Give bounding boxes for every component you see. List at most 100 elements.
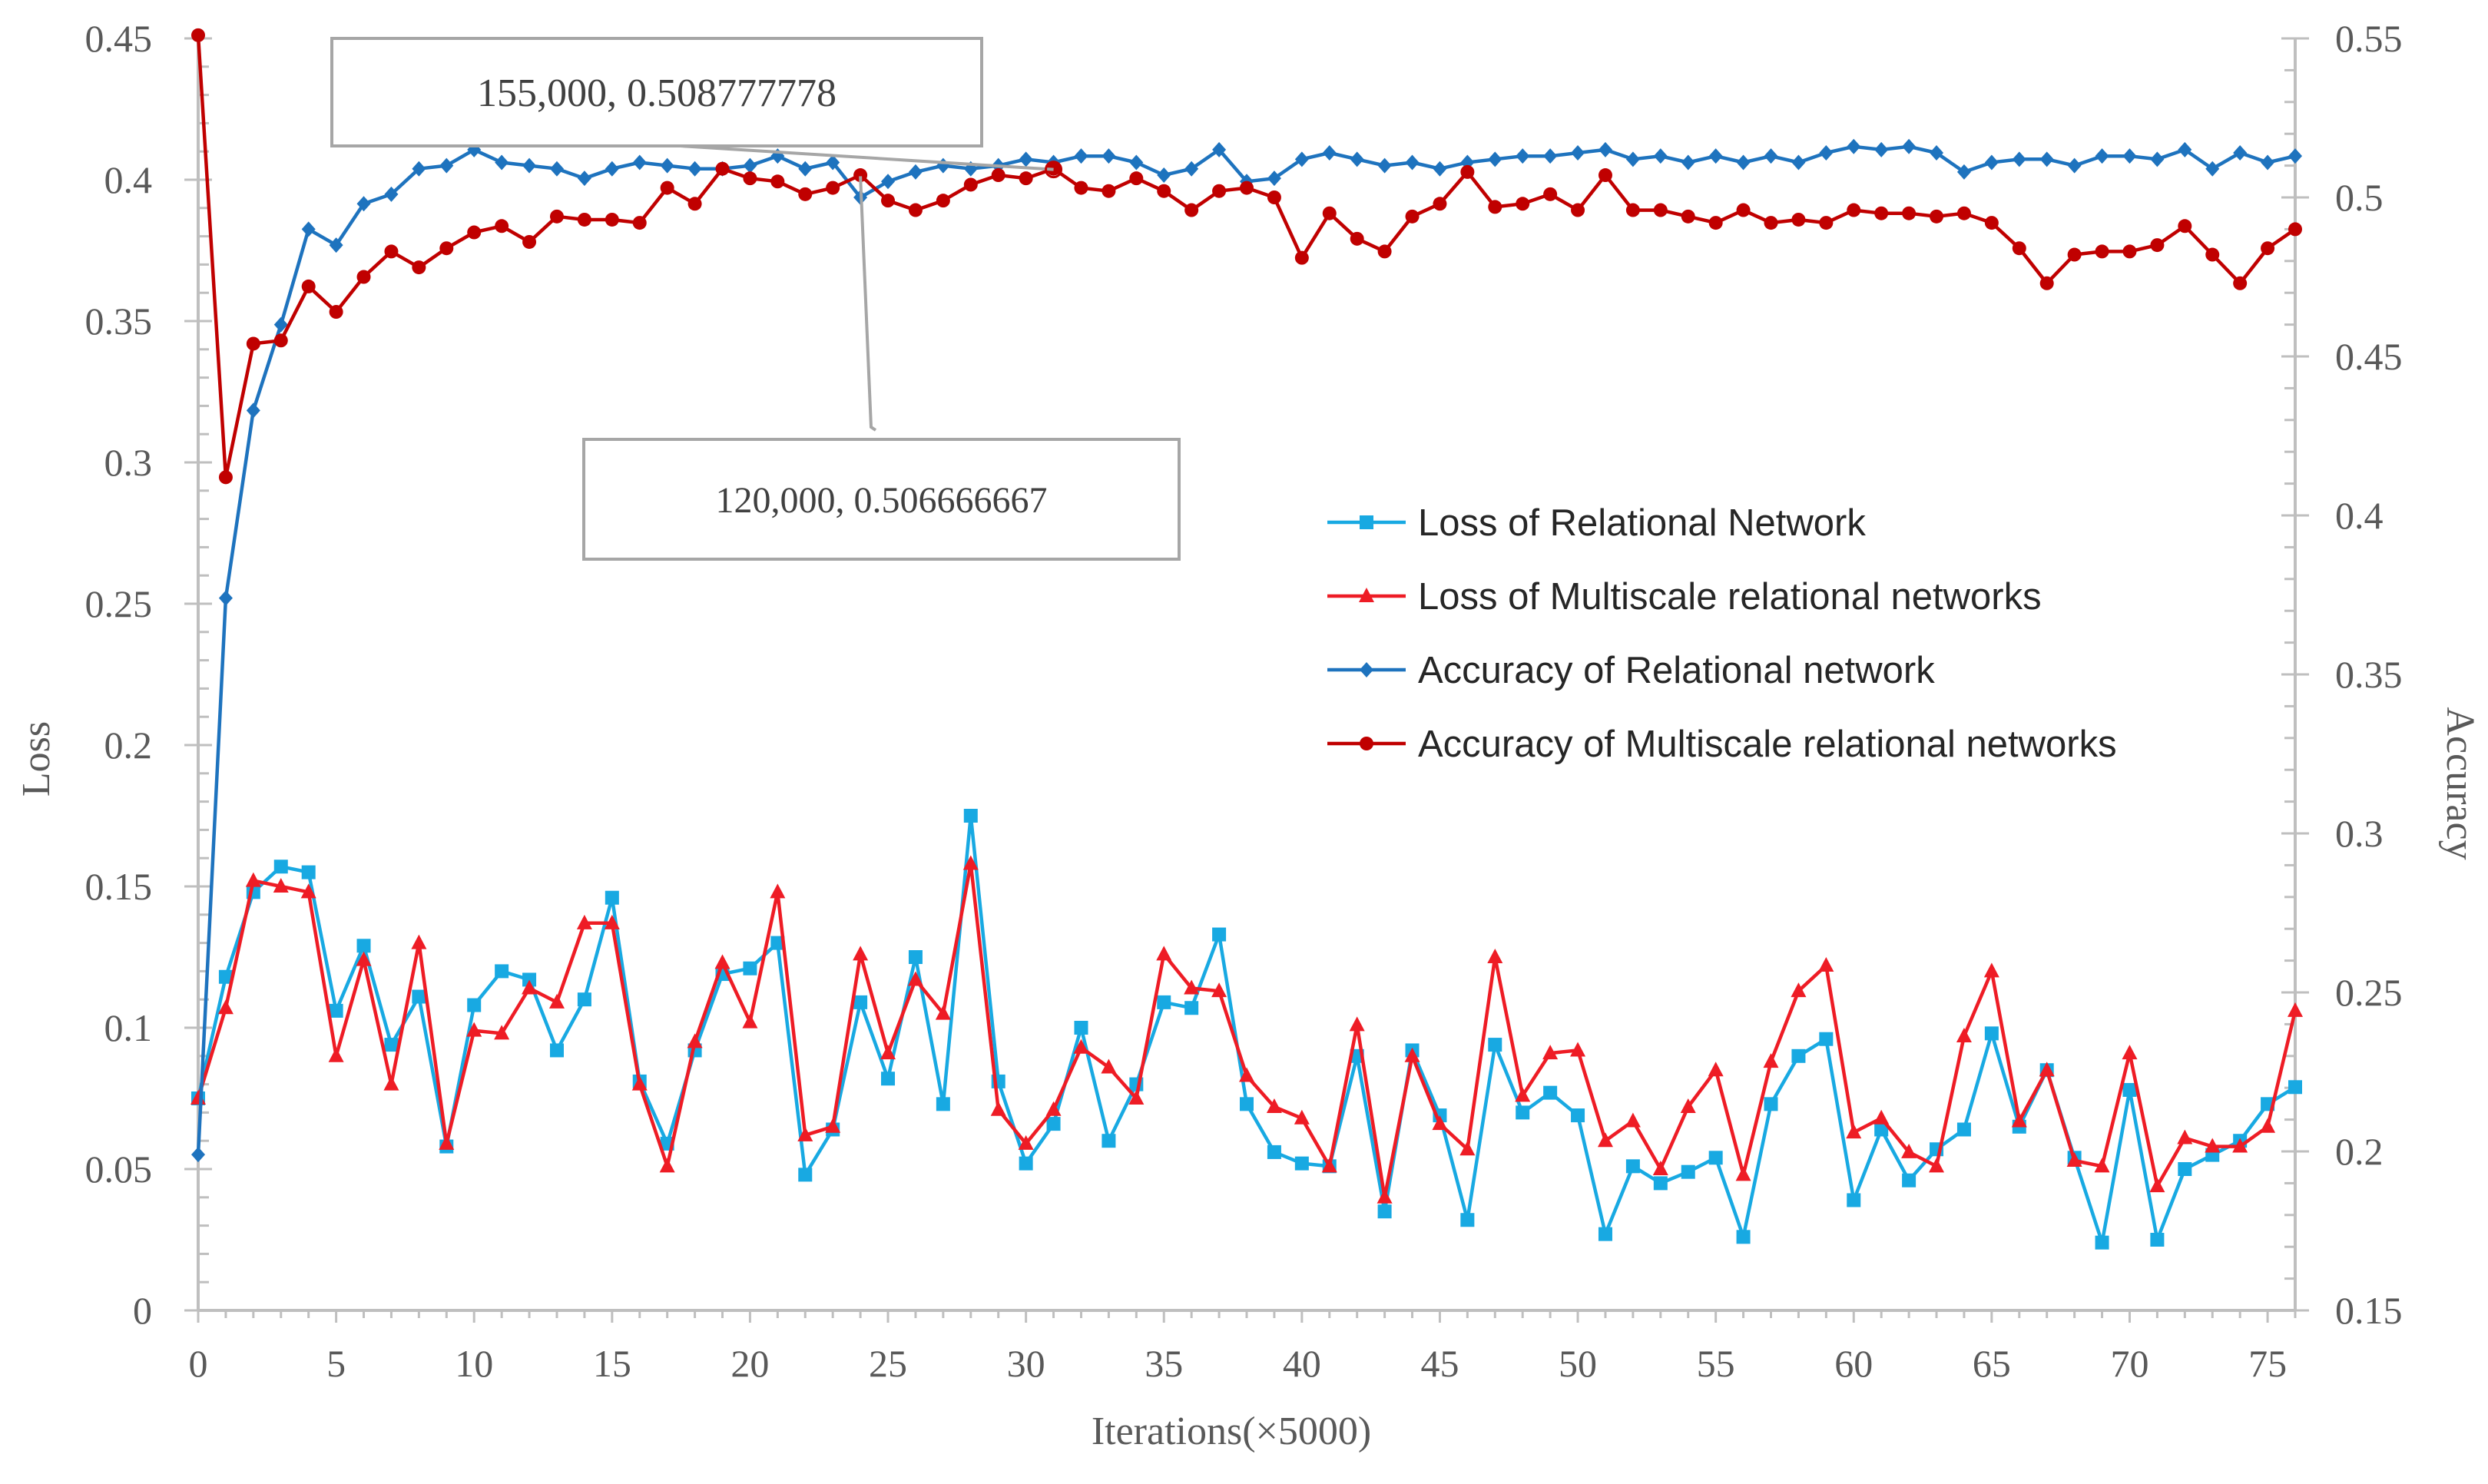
- y-axis-title-right: Accuracy: [2438, 707, 2482, 860]
- series-loss-relational-point: [1184, 1001, 1199, 1015]
- series-accuracy-multiscale-point: [2178, 219, 2192, 234]
- series-loss-relational-point: [467, 998, 482, 1012]
- series-loss-relational-point: [1902, 1173, 1917, 1188]
- series-loss-multiscale-point: [1763, 1053, 1779, 1068]
- series-loss-multiscale-point: [990, 1101, 1006, 1116]
- series-accuracy-relational-point: [1681, 154, 1695, 171]
- series-loss-relational-point: [1488, 1038, 1502, 1052]
- series-accuracy-relational-point: [2288, 148, 2302, 164]
- series-loss-relational-point: [908, 950, 923, 964]
- series-accuracy-relational-point: [1433, 161, 1447, 177]
- series-accuracy-multiscale-point: [2150, 238, 2165, 253]
- series-accuracy-multiscale-point: [1102, 184, 1116, 198]
- series-loss-multiscale-point: [2149, 1178, 2165, 1193]
- x-tick-label: 55: [1697, 1342, 1735, 1385]
- series-loss-multiscale-point: [2288, 1002, 2303, 1017]
- series-loss-multiscale-point: [328, 1047, 344, 1062]
- x-axis-title: Iterations(×5000): [1092, 1409, 1371, 1453]
- legend-label: Accuracy of Multiscale relational networ…: [1418, 724, 2117, 765]
- y-left-tick-label: 0.05: [85, 1148, 153, 1191]
- series-loss-multiscale-point: [1349, 1016, 1365, 1032]
- series-loss-relational-point: [743, 961, 757, 976]
- series-loss-relational-point: [798, 1168, 813, 1182]
- series-loss-multiscale-point: [1211, 982, 1227, 998]
- callouts-layer: 155,000, 0.508777778 120,000, 0.506666667: [330, 37, 1181, 561]
- legend-swatch-marker: [1360, 662, 1373, 677]
- series-accuracy-multiscale-point: [2122, 244, 2137, 259]
- series-loss-relational-point: [218, 969, 233, 984]
- series-loss-multiscale-point: [1901, 1143, 1917, 1158]
- series-accuracy-multiscale-point: [826, 181, 840, 195]
- y-left-tick-label: 0.35: [85, 300, 153, 343]
- series-loss-multiscale-point: [1018, 1135, 1034, 1150]
- series-loss-relational: [191, 809, 2302, 1250]
- series-loss-multiscale-point: [411, 934, 427, 949]
- series-loss-multiscale-point: [2039, 1062, 2055, 1077]
- series-accuracy-relational-point: [384, 186, 399, 202]
- series-accuracy-relational-point: [2233, 145, 2248, 161]
- series-loss-multiscale-point: [1266, 1098, 1282, 1114]
- x-tick-label: 60: [1834, 1342, 1873, 1385]
- series-loss-relational-point: [1543, 1085, 1558, 1100]
- series-accuracy-multiscale-point: [1350, 231, 1364, 246]
- series-loss-relational-point: [577, 992, 591, 1007]
- series-accuracy-multiscale-point: [191, 28, 205, 42]
- series-accuracy-multiscale-point: [1377, 244, 1392, 259]
- series-accuracy-relational-point: [2067, 157, 2082, 174]
- series-loss-multiscale-point: [1846, 1124, 1862, 1139]
- series-loss-multiscale-point: [1625, 1112, 1641, 1128]
- series-loss-multiscale-point: [2094, 1158, 2110, 1173]
- series-loss-multiscale-point: [770, 883, 786, 899]
- series-loss-multiscale-point: [383, 1075, 399, 1091]
- series-loss-multiscale-point: [2260, 1118, 2276, 1133]
- series-accuracy-relational-point: [218, 590, 233, 606]
- series-loss-relational-point: [2095, 1235, 2109, 1250]
- legend: Loss of Relational Network Loss of Multis…: [1327, 502, 2117, 765]
- series-loss-relational-point: [522, 972, 537, 987]
- series-loss-relational-point: [936, 1097, 950, 1111]
- series-loss-relational-point: [1764, 1097, 1778, 1111]
- series-accuracy-relational-point: [1653, 148, 1668, 164]
- series-loss-multiscale-point: [1073, 1038, 1089, 1054]
- series-layer: [190, 28, 2303, 1250]
- x-tick-label: 5: [326, 1342, 346, 1385]
- series-accuracy-multiscale-point: [2039, 276, 2054, 290]
- series-loss-multiscale-point: [1377, 1188, 1393, 1204]
- x-tick-label: 50: [1559, 1342, 1597, 1385]
- series-accuracy-multiscale-point: [384, 244, 399, 259]
- series-accuracy-multiscale-point: [2261, 241, 2275, 256]
- series-loss-relational-point: [1791, 1048, 1806, 1063]
- series-loss-multiscale-point: [1487, 949, 1503, 963]
- x-tick-label: 70: [2110, 1342, 2148, 1385]
- series-loss-relational-point: [1736, 1230, 1751, 1244]
- series-loss-relational-point: [2150, 1233, 2165, 1247]
- series-loss-relational-point: [1046, 1117, 1061, 1131]
- y-left-tick-label: 0.15: [85, 865, 153, 908]
- series-accuracy-multiscale-point: [1708, 216, 1723, 230]
- series-accuracy-multiscale-point: [1598, 168, 1612, 183]
- series-accuracy-relational-point: [826, 154, 840, 171]
- series-accuracy-multiscale-point: [660, 181, 674, 195]
- series-accuracy-relational-point: [1350, 151, 1364, 167]
- series-loss-relational-point: [963, 809, 978, 823]
- series-accuracy-relational-point: [1212, 141, 1227, 157]
- y-axis-title-left: Loss: [15, 721, 58, 797]
- series-accuracy-multiscale-point: [218, 470, 233, 485]
- y-left-tick-label: 0.2: [104, 724, 153, 767]
- series-loss-multiscale: [190, 855, 2303, 1204]
- series-loss-relational-point: [1074, 1021, 1088, 1035]
- series-accuracy-multiscale-point: [798, 187, 813, 201]
- series-accuracy-relational-point: [1074, 148, 1088, 164]
- series-accuracy-multiscale-point: [936, 194, 950, 208]
- series-loss-multiscale-point: [1791, 982, 1807, 998]
- series-accuracy-multiscale-point: [439, 241, 454, 256]
- series-accuracy-relational-point: [1322, 145, 1337, 161]
- y-left-tick-label: 0.1: [104, 1006, 153, 1049]
- legend-label: Accuracy of Relational network: [1418, 650, 1935, 691]
- series-accuracy-relational-point: [1764, 148, 1778, 164]
- series-loss-relational-point: [1460, 1213, 1475, 1227]
- y-right-tick-label: 0.5: [2335, 176, 2384, 219]
- series-accuracy-multiscale-point: [743, 171, 757, 186]
- x-tick-label: 75: [2248, 1342, 2287, 1385]
